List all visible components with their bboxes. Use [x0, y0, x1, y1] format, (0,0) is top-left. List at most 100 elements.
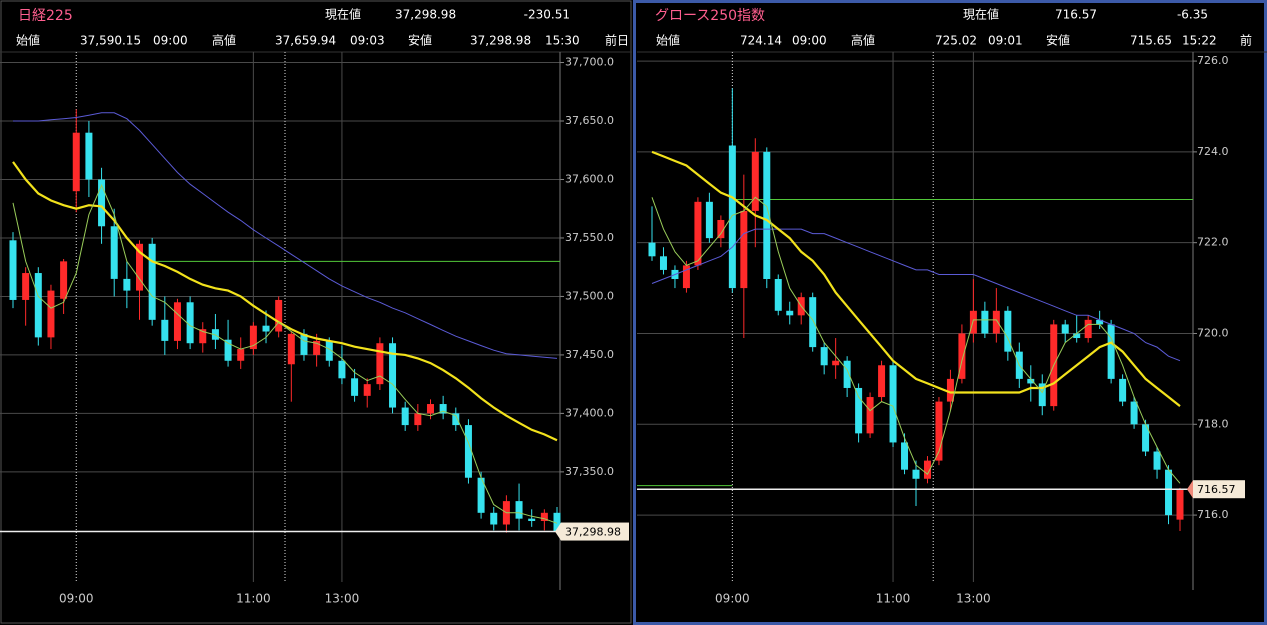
- candle-body: [648, 242, 656, 257]
- chart-panel: グロース250指数 現在値 716.57 -6.35 始値 724.14 09:00 高値 72…: [637, 7, 1267, 606]
- candle-body: [161, 319, 169, 341]
- candle-body: [843, 360, 851, 388]
- y-tick-label: 37,650.0: [565, 114, 614, 127]
- candle-body: [47, 290, 55, 338]
- y-tick-label: 37,500.0: [565, 289, 614, 302]
- candle-body: [300, 333, 308, 355]
- y-tick-label: 724.0: [1197, 145, 1229, 158]
- candle-body: [935, 401, 943, 461]
- candle-body: [401, 407, 409, 426]
- stat-value: 724.14: [740, 34, 782, 48]
- moving-average-line: [12, 184, 558, 524]
- stat-label: 高値: [851, 33, 875, 48]
- candle-body: [9, 240, 17, 300]
- candle-body: [694, 201, 702, 266]
- candle-body: [553, 512, 561, 532]
- y-tick-label: 720.0: [1197, 326, 1229, 339]
- candle-body: [1084, 319, 1092, 339]
- stat-label: 高値: [212, 33, 236, 48]
- y-tick-label: 722.0: [1197, 236, 1229, 249]
- candle-body: [1165, 469, 1173, 516]
- stat-label: 始値: [16, 33, 40, 48]
- candle-body: [1061, 324, 1069, 334]
- candle-body: [363, 384, 371, 396]
- chart-title: 日経225: [18, 8, 73, 24]
- last-price-label: 716.57: [1197, 483, 1236, 496]
- candle-body: [72, 132, 80, 192]
- x-tick-label: 13:00: [325, 592, 360, 606]
- stat-label: 安値: [408, 33, 432, 48]
- chart-panel: 日経225 現在値 37,298.98 -230.51 始値 37,590.15 09:00…: [0, 7, 632, 606]
- last-price-label: 37,298.98: [565, 526, 621, 539]
- candle-body: [249, 325, 257, 350]
- candle-body: [136, 243, 144, 291]
- stat-time: 15:22: [1182, 34, 1217, 48]
- panel-frame-selected: [633, 0, 1267, 625]
- candle-body: [1107, 324, 1115, 379]
- candle-body: [786, 310, 794, 316]
- candle-body: [426, 404, 434, 414]
- candle-body: [22, 273, 30, 300]
- y-tick-label: 37,600.0: [565, 172, 614, 185]
- stat-time: 09:00: [792, 34, 827, 48]
- candle-body: [751, 151, 759, 211]
- candle-body: [958, 333, 966, 379]
- candle-body: [515, 501, 523, 519]
- candle-body: [992, 310, 1000, 334]
- stat-value: 37,298.98: [470, 34, 531, 48]
- current-value: 716.57: [1055, 8, 1097, 22]
- candle-body: [659, 256, 667, 270]
- stat-label: 前: [1240, 33, 1252, 48]
- candle-body: [774, 279, 782, 311]
- moving-average-line: [651, 150, 1181, 407]
- candle-body: [148, 243, 156, 320]
- candle-body: [376, 343, 384, 385]
- stat-time: 09:00: [153, 34, 188, 48]
- candle-body: [528, 518, 536, 521]
- candle-body: [262, 325, 270, 332]
- moving-average-line: [12, 161, 558, 442]
- candle-body: [34, 273, 42, 338]
- candle-body: [728, 145, 736, 289]
- candle-body: [199, 329, 207, 344]
- y-tick-label: 718.0: [1197, 417, 1229, 430]
- candle-body: [540, 512, 548, 521]
- candle-body: [1153, 451, 1161, 470]
- candle-body: [1142, 424, 1150, 452]
- stat-value: 37,659.94: [275, 34, 336, 48]
- candle-body: [338, 360, 346, 379]
- y-tick-label: 37,700.0: [565, 56, 614, 69]
- x-tick-label: 09:00: [715, 592, 750, 606]
- candle-body: [855, 387, 863, 434]
- x-tick-label: 09:00: [59, 592, 94, 606]
- candle-body: [740, 210, 748, 289]
- candle-body: [237, 349, 245, 361]
- candle-body: [123, 278, 131, 291]
- panel-frame: [0, 0, 632, 624]
- stat-label: 始値: [656, 33, 680, 48]
- candle-body: [832, 360, 840, 366]
- candle-body: [287, 333, 295, 365]
- candle-body: [186, 302, 194, 344]
- candle-body: [313, 340, 321, 355]
- candle-body: [85, 132, 93, 180]
- candle-body: [717, 219, 725, 239]
- candle-body: [912, 469, 920, 479]
- moving-average-line: [13, 112, 558, 359]
- candle-body: [1119, 378, 1127, 402]
- candle-body: [389, 343, 397, 408]
- candle-body: [1176, 489, 1184, 520]
- last-price-box: [1193, 480, 1245, 499]
- stat-time: 09:03: [350, 34, 385, 48]
- candle-body: [1096, 319, 1104, 325]
- last-price-arrow: [555, 522, 561, 541]
- candle-body: [414, 413, 422, 426]
- candle-body: [490, 512, 498, 525]
- y-tick-label: 726.0: [1197, 54, 1229, 67]
- candle-body: [705, 201, 713, 239]
- y-tick-label: 716.0: [1197, 508, 1229, 521]
- candle-body: [98, 179, 106, 227]
- stat-value: 725.02: [935, 34, 977, 48]
- moving-average-line: [651, 228, 1181, 362]
- candle-body: [889, 365, 897, 443]
